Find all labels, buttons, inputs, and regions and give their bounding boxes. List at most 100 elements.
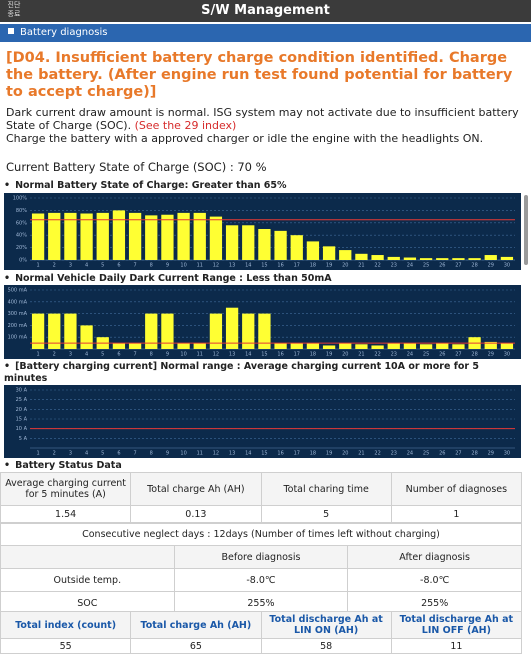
bar [242,313,255,349]
y-tick-label: 20% [16,245,27,251]
x-tick-label: 20 [342,451,348,457]
x-tick-label: 1 [36,451,39,457]
index-link[interactable]: (See the 29 index) [134,119,237,132]
section-title: Battery diagnosis [20,27,108,38]
x-tick-label: 2 [53,451,56,457]
x-tick-label: 16 [277,451,283,457]
diagnosis-text: Dark current draw amount is normal. ISG … [6,106,521,145]
x-tick-label: 19 [326,352,332,358]
y-tick-label: 5 A [19,436,28,442]
bar [128,212,142,260]
x-tick-label: 27 [455,451,461,457]
section-bar: Battery diagnosis [0,24,531,42]
x-tick-label: 14 [245,451,251,457]
cell: Total charge Ah (AH) [130,472,262,506]
close-label: 종료 [7,10,21,18]
bar [452,258,465,260]
x-tick-label: 1 [36,263,39,269]
x-tick-label: 29 [488,352,494,358]
y-tick-label: 100% [13,196,28,202]
x-tick-label: 4 [85,451,88,457]
x-tick-label: 29 [488,263,494,269]
bar [290,235,303,260]
x-tick-label: 15 [261,263,267,269]
bar [64,212,77,260]
x-tick-label: 22 [374,451,380,457]
x-tick-label: 11 [197,352,203,358]
cell [0,545,175,569]
x-tick-label: 6 [117,451,120,457]
cell: Total charing time [260,472,392,506]
cell: 55 [0,638,132,654]
status-title: Battery Status Data [4,460,122,471]
x-tick-label: 5 [101,263,104,269]
x-tick-label: 7 [133,352,136,358]
x-tick-label: 19 [326,263,332,269]
x-tick-label: 10 [180,451,186,457]
x-tick-label: 27 [455,263,461,269]
bar [387,256,400,260]
x-tick-label: 23 [391,352,397,358]
close-label: 진단 [7,1,21,9]
bar [403,343,417,349]
bar [339,343,352,349]
x-tick-label: 9 [166,352,169,358]
x-tick-label: 18 [310,451,316,457]
chart: 5 A10 A15 A20 A25 A30 A1 2 3 4 5 6 7 8 9 10 11 12 13… [4,385,521,458]
x-tick-label: 28 [471,263,477,269]
bar [225,225,239,260]
x-tick-label: 4 [85,263,88,269]
x-tick-label: 26 [439,451,445,457]
header: 진단 종료 S/W Management [0,0,531,22]
x-tick-label: 5 [101,352,104,358]
x-tick-label: 2 [53,352,56,358]
bar [274,230,287,260]
bar [128,343,142,349]
bar [145,215,158,260]
x-tick-label: 30 [504,352,510,358]
bar [96,212,109,260]
x-tick-label: 20 [342,352,348,358]
bar [193,343,206,349]
bar [48,313,61,349]
x-tick-label: 17 [294,263,300,269]
x-tick-label: 8 [150,352,153,358]
close-button[interactable]: 진단 종료 [4,1,24,19]
x-tick-label: 21 [358,451,364,457]
cell: 1 [390,505,523,524]
x-tick-label: 25 [423,451,429,457]
x-tick-label: 18 [310,352,316,358]
bar [242,225,255,260]
x-tick-label: 25 [423,352,429,358]
y-tick-label: 80% [16,208,27,214]
x-tick-label: 12 [213,451,219,457]
x-tick-label: 19 [326,451,332,457]
bar [290,343,303,349]
cell: Before diagnosis [173,545,349,569]
bar [112,343,126,349]
x-tick-label: 7 [133,263,136,269]
x-tick-label: 17 [294,352,300,358]
x-tick-label: 25 [423,263,429,269]
x-tick-label: 11 [197,263,203,269]
y-tick-label: 60% [16,220,27,226]
bar [193,212,206,260]
x-tick-label: 30 [504,451,510,457]
x-tick-label: 30 [504,263,510,269]
x-tick-label: 15 [261,451,267,457]
scrollbar[interactable] [524,195,528,265]
cell: Average charging current for 5 minutes (… [0,472,132,506]
bar [468,258,481,260]
cell: -8.0℃ [173,568,349,592]
bar [484,255,497,260]
cell: -8.0℃ [347,568,522,592]
x-tick-label: 5 [101,451,104,457]
bar [209,313,223,349]
x-tick-label: 20 [342,263,348,269]
bar [177,343,190,349]
bar [355,344,368,349]
x-tick-label: 21 [358,352,364,358]
bar [209,216,223,260]
bar [419,344,433,349]
